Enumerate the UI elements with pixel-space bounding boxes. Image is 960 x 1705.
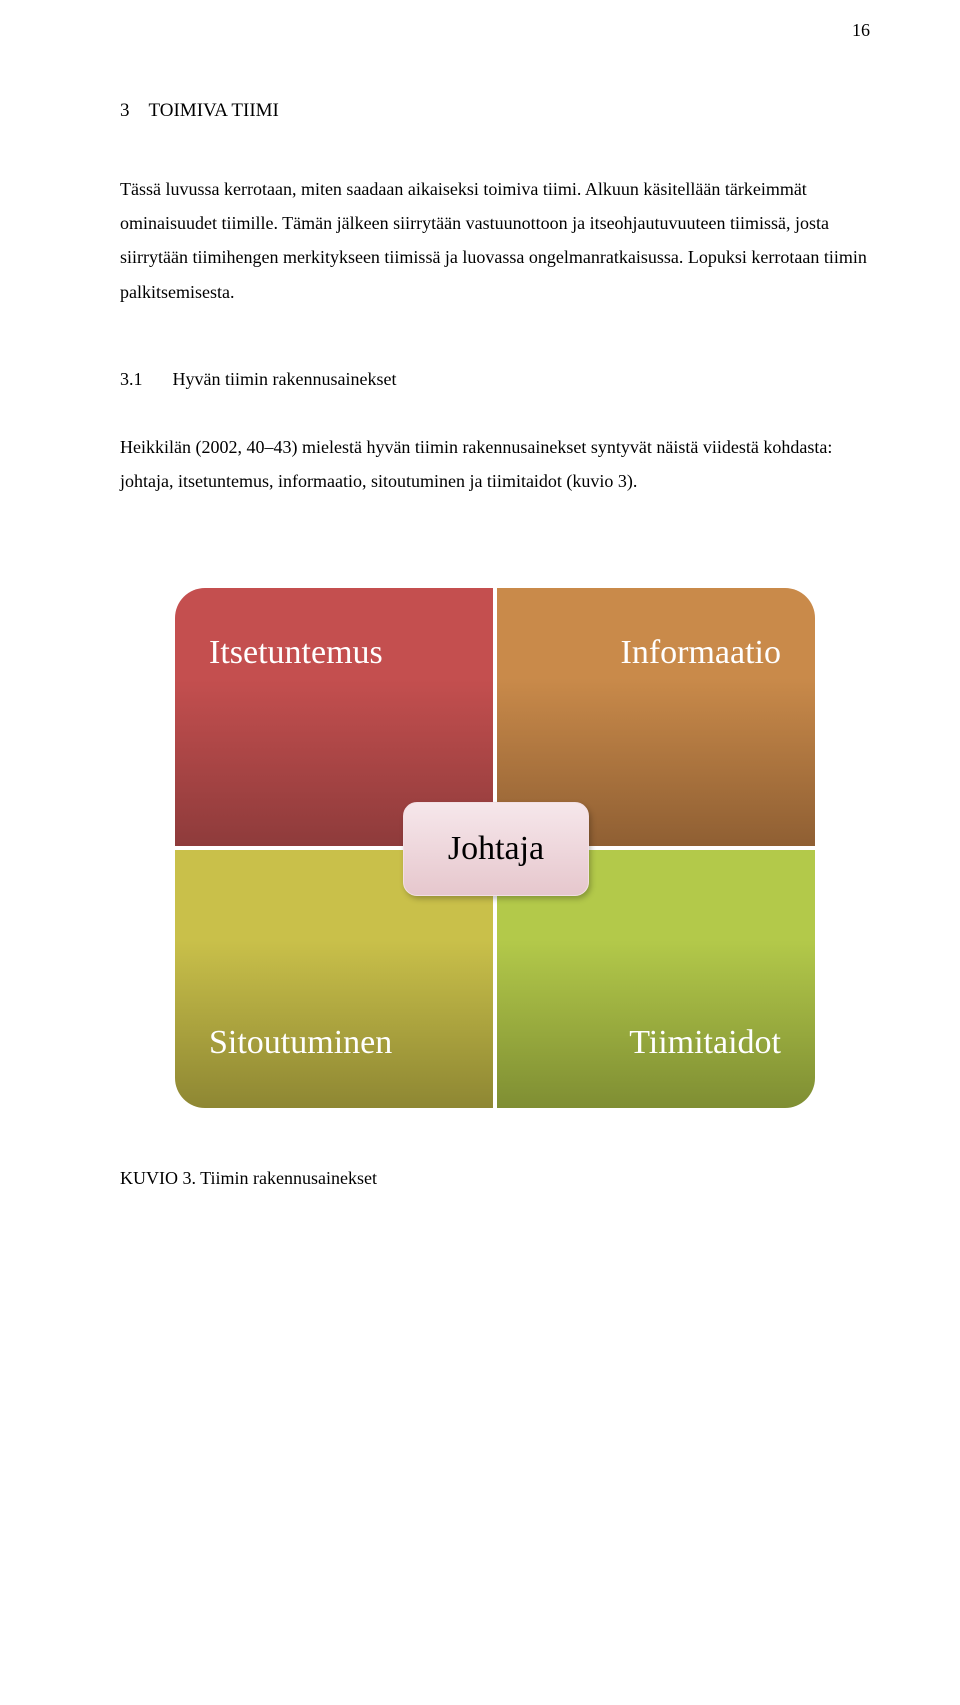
document-page: 16 3 TOIMIVA TIIMI Tässä luvussa kerrota… xyxy=(0,0,960,1229)
quadrant-label: Informaatio xyxy=(621,634,782,672)
figure-caption: KUVIO 3. Tiimin rakennusainekset xyxy=(120,1168,870,1189)
chapter-title: TOIMIVA TIIMI xyxy=(149,100,279,121)
page-number: 16 xyxy=(852,20,870,41)
chapter-number: 3 xyxy=(120,100,130,121)
quadrant-label: Itsetuntemus xyxy=(209,634,383,672)
quadrant-label: Tiimitaidot xyxy=(629,1024,781,1062)
center-label: Johtaja xyxy=(448,830,544,868)
body-paragraph-2: Heikkilän (2002, 40–43) mielestä hyvän t… xyxy=(120,430,870,498)
quadrant-label: Sitoutuminen xyxy=(209,1024,392,1062)
center-box-johtaja: Johtaja xyxy=(403,802,589,896)
section-title: Hyvän tiimin rakennusainekset xyxy=(173,369,397,389)
quadrant-diagram: Itsetuntemus Informaatio Sitoutuminen Ti… xyxy=(175,588,815,1108)
section-heading: 3.1 Hyvän tiimin rakennusainekset xyxy=(120,369,870,390)
chapter-heading: 3 TOIMIVA TIIMI xyxy=(120,100,870,122)
body-paragraph-1: Tässä luvussa kerrotaan, miten saadaan a… xyxy=(120,172,870,309)
section-number: 3.1 xyxy=(120,369,168,390)
